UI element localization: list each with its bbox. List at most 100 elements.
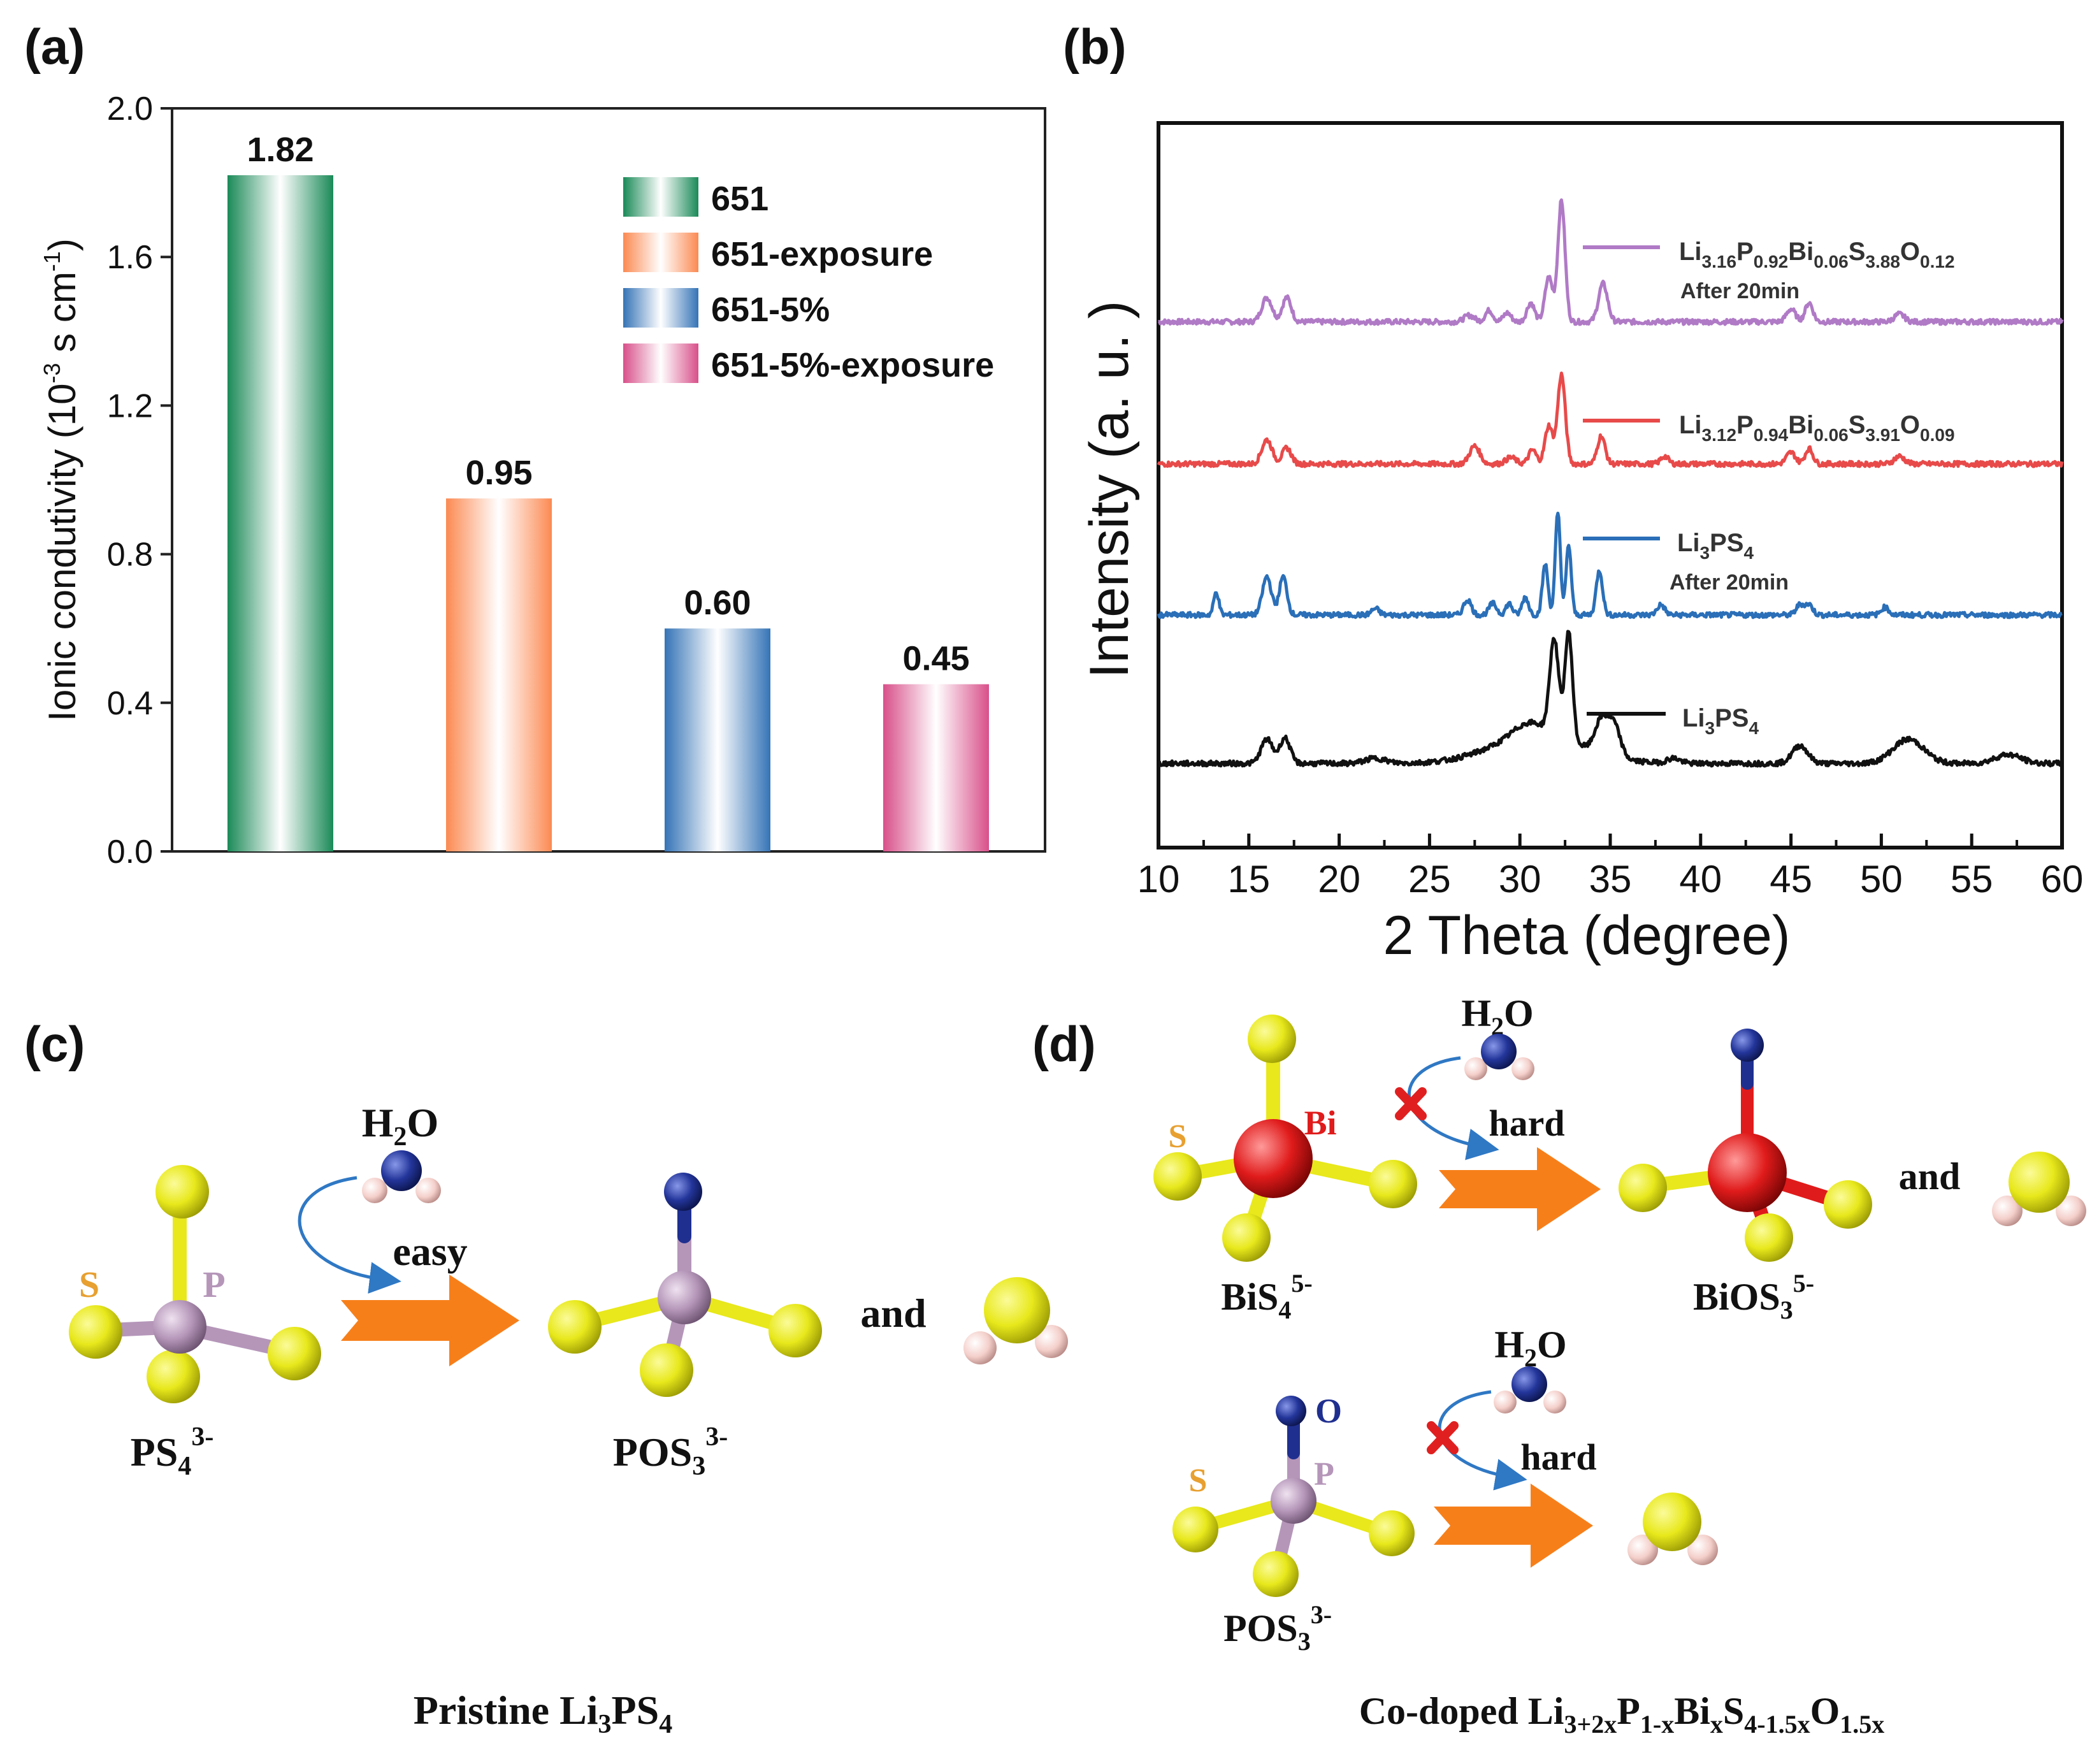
bar-chart-y-axis: 0.0 0.4 0.8 1.2 1.6 2.0 — [107, 90, 172, 871]
panel-label-a: (a) — [24, 18, 85, 75]
legend-label: 651 — [711, 180, 768, 218]
xrd-series-lines — [1157, 198, 2064, 768]
x-tick-label: 10 — [1137, 858, 1180, 900]
bar-chart-legend: 651 651-exposure 651-5% 651-5%-exposure — [623, 177, 994, 384]
bar-chart-bars: 1.82 0.95 0.60 0.45 — [227, 131, 989, 852]
bar-value-label: 0.95 — [465, 454, 532, 492]
sulfur-atom — [268, 1327, 321, 1380]
blocked-cross-icon — [1427, 1421, 1459, 1454]
atom-label-p-d: P — [1314, 1456, 1334, 1493]
legend-swatch — [623, 343, 698, 383]
xrd-series-line — [1157, 630, 2063, 768]
water-molecule — [1494, 1366, 1566, 1413]
ylabel-exp1: -3 — [39, 363, 65, 384]
sulfur-atom — [1248, 1015, 1296, 1063]
ylabel-exp2: -1 — [39, 251, 65, 271]
h2o-label-d1: H2O — [1461, 992, 1533, 1041]
atom-label-o: O — [1315, 1392, 1342, 1430]
xrd-legend-label-li316: Li3.16P0.92Bi0.06S3.88O0.12 — [1679, 238, 1955, 271]
oxygen-atom — [1276, 1396, 1306, 1426]
xrd-x-axis: 10 15 20 25 30 35 40 45 50 55 60 — [1137, 834, 2083, 900]
oxygen-atom — [1731, 1029, 1764, 1062]
atom-label-s: S — [79, 1264, 99, 1305]
label-and-d: and — [1899, 1155, 1961, 1197]
label-hard-1: hard — [1489, 1102, 1564, 1144]
molecule-pos3 — [548, 1173, 822, 1397]
bismuth-atom — [1234, 1119, 1313, 1198]
diagram-pristine: S P PS43- H2O easy POS33- and — [69, 1100, 1068, 1739]
sulfur-atom — [1619, 1164, 1667, 1212]
blocked-cross-icon — [1395, 1087, 1427, 1120]
xrd-series-line — [1157, 511, 2063, 619]
water-molecule — [1464, 1034, 1534, 1080]
diagram-codoped: S Bi BiS45- H2O hard Bi — [1153, 992, 2086, 1739]
h2o-label: H2O — [362, 1100, 439, 1152]
y-tick-label: 1.2 — [107, 387, 153, 424]
sulfur-atom — [1824, 1180, 1872, 1229]
legend-label: 651-5%-exposure — [711, 346, 994, 384]
h2o-label-d2: H2O — [1494, 1324, 1566, 1372]
xrd-legend-note-li316: After 20min — [1680, 279, 1800, 303]
h2s-molecule — [1992, 1152, 2086, 1226]
x-tick-label: 20 — [1318, 858, 1360, 900]
bar-chart-ionic-conductivity: 0.00.40.81.21.62.0 1.820.950.600.45 6516… — [39, 90, 1046, 871]
bar-651 — [227, 175, 333, 852]
phosphorus-atom — [153, 1300, 206, 1354]
panel-label-d: (d) — [1032, 1016, 1096, 1072]
ylabel-end: ) — [41, 238, 83, 251]
bar-651-5% — [665, 628, 770, 851]
legend-label: 651-5% — [711, 291, 830, 329]
bar-chart-y-axis-title: Ionic condutivity (10-3 s cm-1) — [39, 238, 83, 721]
legend-swatch — [623, 177, 698, 217]
label-easy: easy — [393, 1229, 467, 1274]
sulfur-atom — [1745, 1213, 1793, 1262]
y-tick-label: 2.0 — [107, 90, 153, 127]
bar-651-exposure — [446, 498, 552, 851]
x-tick-label: 15 — [1227, 858, 1270, 900]
x-tick-label: 25 — [1408, 858, 1451, 900]
phosphorus-atom — [658, 1271, 711, 1324]
label-bios3: BiOS35- — [1693, 1269, 1814, 1324]
label-bis4: BiS45- — [1221, 1269, 1312, 1324]
sulfur-atom — [768, 1304, 822, 1357]
x-tick-label: 45 — [1770, 858, 1812, 900]
label-pos3-codoped: POS33- — [1223, 1600, 1332, 1656]
label-ps4: PS43- — [131, 1422, 214, 1481]
bar-value-label: 0.60 — [684, 584, 751, 622]
xrd-line-chart: 10 15 20 25 30 35 40 45 50 55 60 2 Theta (degree) … — [1079, 121, 2083, 966]
molecule-ps4: S P — [69, 1165, 321, 1403]
sulfur-atom — [1222, 1213, 1271, 1262]
sulfur-atom — [1369, 1510, 1415, 1556]
ylabel-main: Ionic condutivity (10 — [41, 384, 83, 721]
xrd-legend-label-li3ps4-exposed: Li3PS4 — [1677, 529, 1754, 563]
legend-swatch — [623, 233, 698, 272]
molecule-pos3-codoped: O S P — [1172, 1392, 1415, 1597]
xrd-legend-note-li3ps4: After 20min — [1670, 570, 1789, 595]
h2s-molecule — [963, 1277, 1068, 1364]
y-tick-label: 0.8 — [107, 537, 153, 574]
reaction-arrow — [341, 1275, 519, 1366]
panel-label-b: (b) — [1063, 18, 1127, 75]
x-tick-label: 40 — [1679, 858, 1722, 900]
legend-label: 651-exposure — [711, 235, 933, 273]
y-tick-label: 0.4 — [107, 685, 153, 722]
label-pos3-pristine: POS33- — [613, 1422, 728, 1481]
atom-label-bi: Bi — [1304, 1104, 1336, 1142]
caption-codoped: Co-doped Li3+2xP1-xBixS4-1.5xO1.5x — [1359, 1690, 1885, 1739]
xrd-y-axis-title: Intensity (a. u. ) — [1079, 301, 1140, 679]
ylabel-mid: s cm — [41, 271, 83, 363]
atom-label-s-d: S — [1169, 1118, 1187, 1155]
bar-value-label: 1.82 — [247, 131, 314, 169]
label-hard-2: hard — [1520, 1436, 1596, 1478]
label-and-c: and — [860, 1290, 926, 1336]
x-tick-label: 30 — [1499, 858, 1541, 900]
oxygen-atom — [664, 1173, 702, 1211]
panel-label-c: (c) — [24, 1016, 85, 1072]
atom-label-s-d2: S — [1189, 1463, 1208, 1499]
h2s-molecule — [1627, 1493, 1718, 1565]
phosphorus-atom — [1271, 1478, 1316, 1524]
xrd-legend-label-li3ps4: Li3PS4 — [1682, 704, 1759, 738]
bismuth-atom — [1708, 1133, 1787, 1212]
sulfur-atom — [155, 1165, 209, 1218]
sulfur-atom — [1369, 1160, 1417, 1208]
